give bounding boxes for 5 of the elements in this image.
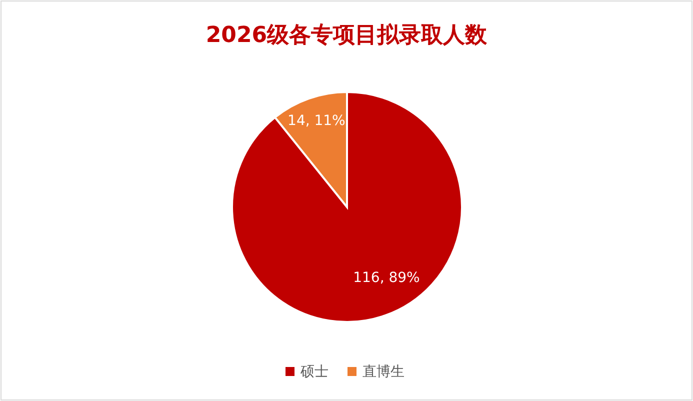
- chart-title: 2026级各专项目拟录取人数: [206, 22, 488, 48]
- legend-label: 直博生: [362, 364, 404, 380]
- legend-label: 硕士: [300, 364, 328, 380]
- data-label: 116, 89%: [353, 270, 420, 286]
- data-label: 14, 11%: [288, 113, 346, 130]
